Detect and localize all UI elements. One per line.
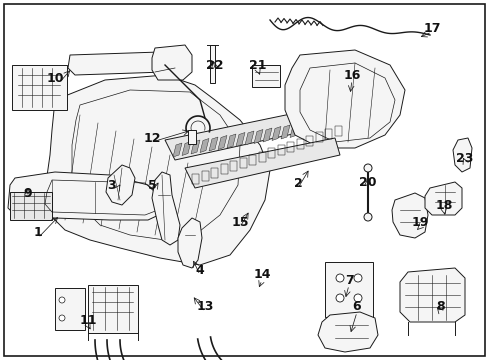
Circle shape xyxy=(59,315,65,321)
Text: 22: 22 xyxy=(206,59,224,72)
Text: 3: 3 xyxy=(107,179,116,192)
Polygon shape xyxy=(317,312,377,352)
Circle shape xyxy=(353,274,361,282)
Polygon shape xyxy=(164,110,319,160)
Bar xyxy=(251,65,280,87)
Text: 2: 2 xyxy=(293,176,302,189)
Polygon shape xyxy=(285,50,404,148)
Polygon shape xyxy=(218,135,226,149)
Text: 1: 1 xyxy=(34,225,42,239)
Polygon shape xyxy=(106,165,135,205)
Polygon shape xyxy=(191,140,200,154)
Text: 9: 9 xyxy=(23,186,32,199)
Polygon shape xyxy=(289,123,298,138)
Polygon shape xyxy=(200,139,208,153)
Polygon shape xyxy=(298,122,307,136)
Bar xyxy=(248,155,256,165)
Polygon shape xyxy=(271,126,281,140)
Text: 4: 4 xyxy=(195,264,204,276)
Text: 8: 8 xyxy=(436,301,445,314)
Circle shape xyxy=(363,164,371,172)
Text: 11: 11 xyxy=(79,314,97,327)
Bar xyxy=(12,65,67,110)
Bar xyxy=(88,285,138,333)
Polygon shape xyxy=(253,130,263,144)
Circle shape xyxy=(335,274,343,282)
Circle shape xyxy=(335,294,343,302)
Text: 21: 21 xyxy=(249,59,266,72)
Polygon shape xyxy=(307,121,316,135)
Polygon shape xyxy=(184,138,339,188)
Text: 15: 15 xyxy=(231,216,248,229)
Polygon shape xyxy=(173,143,182,157)
Bar xyxy=(315,132,322,143)
Bar xyxy=(258,152,265,162)
Text: 16: 16 xyxy=(343,68,360,81)
Bar xyxy=(220,165,227,174)
Bar xyxy=(187,130,196,144)
Polygon shape xyxy=(152,45,192,80)
Polygon shape xyxy=(391,193,427,238)
Bar xyxy=(277,145,284,155)
Polygon shape xyxy=(236,132,244,147)
Circle shape xyxy=(363,213,371,221)
Polygon shape xyxy=(182,141,191,156)
Text: 12: 12 xyxy=(143,131,161,144)
Bar xyxy=(229,161,237,171)
Text: 14: 14 xyxy=(253,269,270,282)
Polygon shape xyxy=(244,131,253,145)
Bar xyxy=(55,288,85,330)
Bar xyxy=(325,129,331,139)
Text: 6: 6 xyxy=(352,301,361,314)
Circle shape xyxy=(59,297,65,303)
Bar xyxy=(192,174,199,184)
Bar xyxy=(267,148,274,158)
Polygon shape xyxy=(208,137,218,151)
Polygon shape xyxy=(263,128,271,142)
Polygon shape xyxy=(8,172,164,220)
Bar xyxy=(201,171,208,181)
Polygon shape xyxy=(452,138,471,172)
Circle shape xyxy=(353,294,361,302)
Polygon shape xyxy=(399,268,464,322)
Polygon shape xyxy=(424,182,461,215)
Text: 23: 23 xyxy=(455,152,473,165)
Bar xyxy=(10,192,52,220)
Text: 5: 5 xyxy=(147,179,156,192)
Polygon shape xyxy=(45,75,269,265)
Text: 10: 10 xyxy=(46,72,63,85)
Text: 7: 7 xyxy=(344,274,353,287)
Polygon shape xyxy=(226,134,236,148)
Bar xyxy=(305,136,312,145)
Polygon shape xyxy=(68,52,164,75)
Text: 18: 18 xyxy=(434,198,452,212)
Polygon shape xyxy=(281,125,289,139)
Polygon shape xyxy=(152,172,180,245)
Bar xyxy=(209,45,215,83)
Polygon shape xyxy=(178,218,202,268)
Bar xyxy=(239,158,246,168)
Text: 17: 17 xyxy=(423,22,440,35)
Text: 19: 19 xyxy=(410,216,428,229)
Bar xyxy=(296,139,303,149)
Bar xyxy=(210,168,218,177)
Bar xyxy=(334,126,341,136)
Bar xyxy=(325,262,372,317)
Bar xyxy=(286,142,293,152)
Text: 13: 13 xyxy=(196,301,213,314)
Text: 20: 20 xyxy=(359,176,376,189)
